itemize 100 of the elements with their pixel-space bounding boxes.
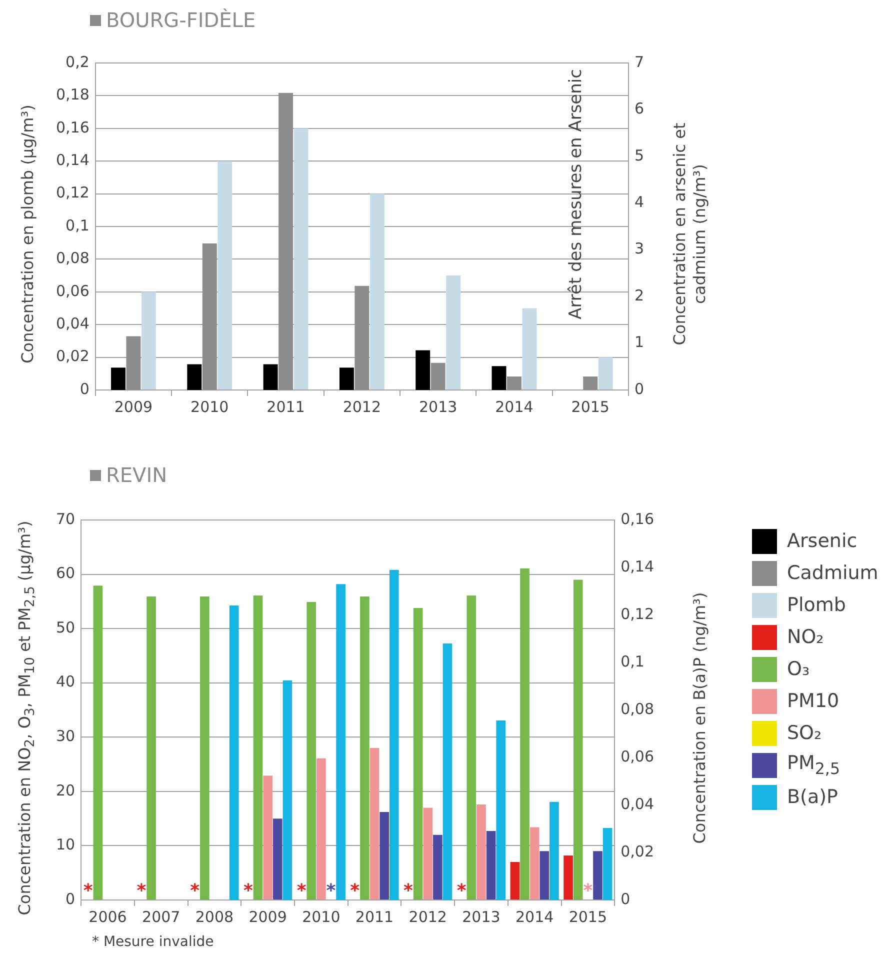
y2-tick-label: 0,12: [620, 604, 654, 623]
bar: [430, 362, 446, 390]
bar: [492, 366, 506, 390]
y-tick-label: 0,14: [56, 150, 90, 169]
y2-tick-label: 1: [634, 333, 644, 352]
y2-tick-label: 0,06: [620, 747, 654, 766]
x-tick-label: 2014: [515, 908, 554, 926]
x-tick-label: 2007: [142, 908, 180, 926]
y2-tick-label: 0,02: [620, 842, 654, 860]
text: *: [136, 880, 146, 902]
bar: [520, 568, 530, 900]
y-tick-label: 0,2: [66, 52, 90, 71]
bar: [370, 748, 380, 900]
y-tick-label: 0: [80, 380, 90, 398]
y-tick-label: 50: [56, 618, 76, 636]
bar: [413, 608, 423, 900]
bar: [253, 595, 263, 900]
bar: [416, 350, 430, 390]
bar: [336, 584, 346, 900]
text: *: [456, 880, 466, 902]
x-tick-label: 2010: [302, 908, 340, 926]
bar: [442, 644, 452, 900]
bar: [93, 586, 103, 900]
text: *: [296, 880, 306, 902]
bar: [496, 720, 506, 900]
bar: [389, 570, 399, 900]
bar: [510, 862, 520, 900]
legend-label: Arsenic: [787, 530, 858, 552]
bar: [433, 834, 442, 900]
bar: [522, 308, 537, 390]
y2-tick-label: 0,16: [620, 510, 654, 528]
x-tick-label: 2015: [571, 398, 610, 416]
y2-tick-label: 7: [634, 52, 644, 71]
bar: [506, 376, 522, 390]
text: * Mesure invalide: [92, 934, 214, 950]
x-tick-label: 2009: [248, 908, 287, 926]
y-tick-label: 0,02: [56, 347, 90, 366]
bar: [282, 680, 292, 900]
text: *: [326, 880, 336, 902]
y-tick-label: 0,18: [56, 86, 90, 104]
x-tick-label: 2015: [568, 908, 608, 926]
text: *: [190, 880, 200, 902]
text: *: [350, 880, 360, 902]
x-tick-label: 2006: [88, 908, 127, 926]
y2-tick-label: 0,14: [620, 557, 654, 576]
y-tick-label: 0: [66, 890, 76, 908]
text: *: [404, 880, 413, 902]
y-tick-label: 0,08: [56, 249, 90, 268]
bar: [339, 368, 354, 390]
chart-title: BOURG-FIDÈLE: [106, 8, 256, 32]
bar: [564, 855, 573, 900]
bar: [466, 595, 476, 900]
y-tick-label: 0,04: [56, 314, 90, 332]
x-tick-label: 2009: [114, 398, 153, 416]
bar: [263, 776, 272, 900]
y-tick-label: 0,1: [66, 216, 90, 234]
annotation: Arrêt des mesures en Arsenic: [566, 69, 586, 320]
legend-label: PM$_{2,5}$: [787, 752, 840, 778]
y2-tick-label: 3: [634, 240, 644, 258]
bar: [530, 827, 540, 900]
y-tick-label: 40: [56, 672, 76, 691]
bar: [316, 758, 326, 900]
bar: [446, 276, 461, 390]
y2-tick-label: 0,1: [620, 652, 644, 670]
legend-label: NO₂: [787, 626, 824, 648]
y-tick-label: 60: [56, 564, 76, 582]
y-tick-label: 0,06: [56, 282, 90, 300]
bar: [598, 357, 613, 390]
y-tick-label: 0,12: [56, 184, 90, 202]
x-tick-label: 2012: [408, 908, 447, 926]
legend-label: PM10: [787, 690, 840, 712]
bar: [360, 596, 370, 900]
y2-tick-label: 5: [634, 146, 644, 164]
x-tick-label: 2014: [495, 398, 534, 416]
x-tick-label: 2011: [355, 908, 394, 926]
legend-label: B(a)P: [787, 786, 838, 808]
y2-tick-label: 2: [634, 286, 644, 304]
x-tick-label: 2011: [266, 398, 305, 416]
y2-axis-title: Concentration en B(a)P (ng/m³): [690, 590, 710, 846]
legend-label: SO₂: [787, 722, 822, 744]
y2-tick-label: 0: [634, 380, 644, 398]
bar: [229, 606, 239, 900]
y2-tick-label: 4: [634, 193, 644, 212]
y-tick-label: 20: [56, 781, 76, 800]
bar: [146, 596, 156, 900]
y2-tick-label: 6: [634, 100, 644, 118]
legend-label: O₃: [787, 658, 810, 680]
y2-axis-title: Concentration en arsenic et cadmium (ng/m³): [670, 122, 710, 348]
x-tick-label: 2010: [190, 398, 229, 416]
y-axis-title: Concentration en plomb (µg/m³): [18, 104, 38, 364]
bar: [306, 602, 316, 900]
bar: [200, 596, 210, 900]
y-tick-label: 0,16: [56, 118, 90, 136]
y-tick-label: 30: [56, 727, 76, 746]
bar: [111, 368, 126, 390]
x-tick-label: 2008: [195, 908, 234, 926]
x-tick-label: 2013: [418, 398, 458, 416]
legend-label: Cadmium: [787, 562, 878, 584]
chart-title: REVIN: [106, 463, 168, 487]
y2-tick-label: 0: [620, 890, 630, 908]
